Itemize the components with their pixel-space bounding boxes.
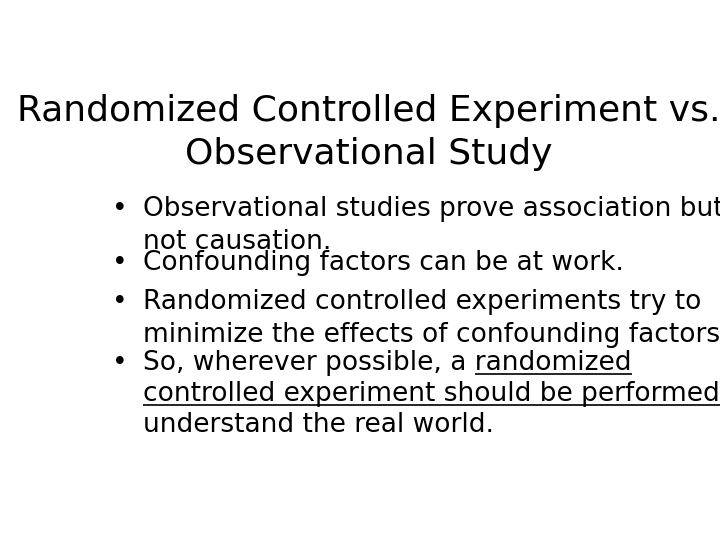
Text: •: • (112, 196, 128, 222)
Text: •: • (112, 250, 128, 276)
Text: Observational studies prove association but
not causation.: Observational studies prove association … (143, 196, 720, 255)
Text: •: • (112, 349, 128, 376)
Text: understand the real world.: understand the real world. (143, 412, 494, 438)
Text: •: • (112, 289, 128, 315)
Text: So, wherever possible, a randomized: So, wherever possible, a randomized (143, 349, 631, 376)
Text: Randomized Controlled Experiment vs.
Observational Study: Randomized Controlled Experiment vs. Obs… (17, 94, 720, 171)
Text: Randomized controlled experiments try to
minimize the effects of confounding fac: Randomized controlled experiments try to… (143, 289, 720, 348)
Text: controlled experiment should be performed to: controlled experiment should be performe… (143, 381, 720, 407)
Text: Confounding factors can be at work.: Confounding factors can be at work. (143, 250, 624, 276)
